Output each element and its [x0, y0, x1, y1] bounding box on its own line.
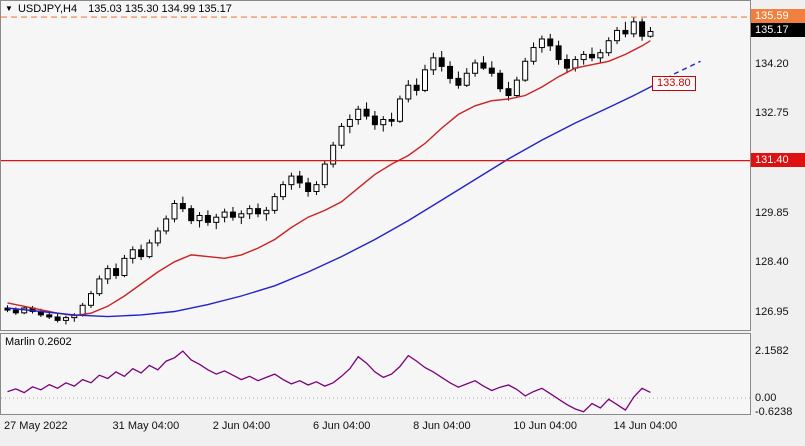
price-tick-label: 134.20	[755, 57, 789, 70]
indicator-title: Marlin 0.2602	[5, 336, 72, 348]
time-axis-label: 27 May 2022	[4, 420, 68, 432]
price-tick-label: 132.75	[755, 107, 789, 120]
indicator-name: Marlin	[5, 336, 35, 348]
fast-ma-line	[7, 40, 651, 317]
indicator-canvas[interactable]	[1, 334, 750, 414]
time-axis-label: 31 May 04:00	[112, 420, 180, 432]
ohlc-readout: 135.03 135.30 134.99 135.17	[88, 3, 232, 15]
symbol-info: ▼ USDJPY,H4 135.03 135.30 134.99 135.17	[5, 3, 232, 15]
time-axis-label: 2 Jun 04:00	[212, 420, 271, 432]
main-chart-panel[interactable]: ▼ USDJPY,H4 135.03 135.30 134.99 135.17 …	[0, 0, 751, 331]
slow-ma-line	[7, 86, 651, 318]
chart-marker-icon: ▼	[5, 4, 13, 13]
indicator-tick-label: -0.6238	[755, 405, 793, 418]
symbol-timeframe: USDJPY,H4	[17, 3, 78, 15]
indicator-tick-label: 0.00	[755, 392, 777, 405]
main-chart-canvas[interactable]	[1, 1, 750, 330]
time-axis-label: 10 Jun 04:00	[513, 420, 577, 432]
price-tick-label: 128.40	[755, 256, 789, 269]
current-price-badge: 135.17	[751, 23, 805, 38]
ma-target-price-label: 133.80	[652, 76, 696, 92]
time-axis-label: 8 Jun 04:00	[413, 420, 471, 432]
level-price-badge: 131.40	[751, 152, 805, 167]
high-price-badge: 135.59	[751, 9, 805, 24]
marlin-indicator-line	[7, 350, 651, 413]
indicator-current-value: 0.2602	[38, 336, 72, 348]
time-axis-label: 6 Jun 04:00	[312, 420, 371, 432]
indicator-panel[interactable]: Marlin 0.2602	[0, 333, 751, 415]
time-axis-label: 14 Jun 04:00	[613, 420, 678, 432]
price-tick-label: 129.85	[755, 206, 789, 219]
price-tick-label: 126.95	[755, 306, 789, 319]
candlestick-series	[4, 17, 654, 325]
indicator-tick-label: 2.1582	[755, 345, 789, 358]
